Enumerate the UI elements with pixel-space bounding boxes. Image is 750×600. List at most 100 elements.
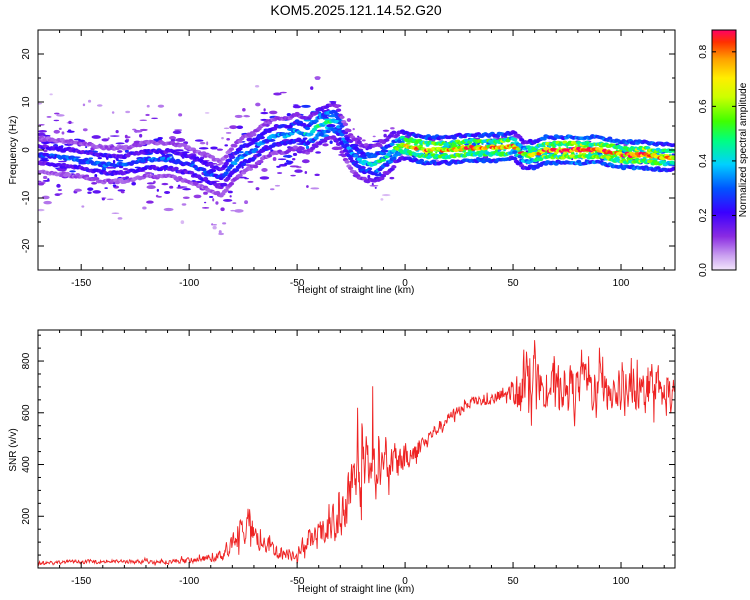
spectrogram-cell	[163, 207, 174, 212]
spectrogram-x-tick-label: 50	[507, 278, 519, 289]
spectrogram-cell	[346, 153, 352, 158]
spectrogram-cell	[203, 201, 207, 204]
spectrogram-cell	[452, 145, 456, 148]
spectrogram-cell	[306, 185, 309, 188]
spectrogram-cell	[229, 195, 232, 198]
spectrogram-y-tick-label: 0	[21, 147, 32, 153]
spectrogram-cell	[74, 188, 82, 192]
spectrogram-cell	[381, 194, 391, 197]
spectrogram-cell	[212, 225, 217, 230]
spectrogram-cell	[226, 137, 231, 141]
colorbar-tick-label: 0.2	[698, 208, 709, 222]
spectrogram-cell	[246, 137, 253, 142]
spectrogram-cell	[380, 148, 387, 153]
colorbar: 0.0 0.2 0.4 0.6 0.8 Normalized spectral ampl…	[698, 29, 749, 277]
spectrogram-cell	[236, 125, 244, 129]
spectrogram-cell	[289, 165, 300, 168]
spectrogram-cell	[223, 171, 229, 175]
spectrogram-cell	[256, 152, 262, 157]
spectrogram-cell	[310, 187, 320, 190]
spectrogram-cell	[232, 161, 238, 166]
spectrogram-cell	[247, 167, 254, 171]
spectrogram-cell	[81, 205, 85, 208]
spectrogram-cell	[258, 159, 264, 164]
spectrogram-cell	[156, 188, 159, 192]
spectrogram-cell	[146, 200, 154, 204]
spectrogram-cell	[517, 154, 523, 159]
spectrogram-cell	[43, 200, 52, 205]
spectrogram-cell	[656, 152, 660, 156]
snr-x-tick-label: -150	[71, 576, 91, 587]
spectrogram-cell	[68, 120, 72, 125]
spectrogram-cell	[254, 85, 260, 88]
spectrogram-cell	[38, 123, 45, 126]
spectrogram-cell	[477, 153, 483, 158]
spectrogram-cell	[272, 157, 277, 161]
spectrogram-cell	[92, 190, 102, 194]
spectrogram-cell	[54, 193, 61, 196]
colorbar-tick-label: 0.6	[698, 99, 709, 113]
spectrogram-cell	[38, 130, 47, 133]
spectrogram-cell	[255, 187, 260, 191]
spectrogram-cell	[39, 158, 50, 162]
spectrogram-x-label: Height of straight line (km)	[298, 285, 415, 296]
spectrogram-cell	[575, 152, 578, 155]
spectrogram-cell	[435, 151, 438, 154]
spectrogram-cell	[229, 125, 238, 130]
spectrogram-cell	[221, 182, 228, 187]
spectrogram-cell	[519, 138, 525, 142]
spectrogram-cell	[372, 135, 376, 138]
spectrogram-cell	[292, 105, 302, 109]
spectrogram-cell	[276, 165, 281, 168]
spectrogram-cell	[342, 148, 349, 153]
spectrogram-cell	[139, 119, 148, 122]
spectrogram-cell	[380, 198, 384, 201]
spectrogram-cell	[386, 152, 392, 157]
spectrogram-cell	[168, 136, 177, 140]
spectrogram-cell	[209, 155, 216, 159]
spectrogram-cell	[96, 104, 103, 107]
spectrogram-cell	[153, 180, 156, 184]
spectrogram-cell	[263, 108, 266, 112]
spectrogram-cell	[173, 166, 179, 171]
spectrogram-cell	[91, 182, 98, 185]
spectrogram-cell	[49, 93, 53, 96]
spectrogram-cell	[237, 139, 243, 144]
spectrogram-cell	[87, 191, 92, 194]
spectrogram-cell	[172, 130, 182, 134]
spectrogram-cell	[548, 145, 552, 148]
snr-x-tick-label: 50	[507, 576, 519, 587]
spectrogram-cell	[389, 142, 395, 147]
spectrogram-cell	[361, 139, 366, 142]
spectrogram-cell	[527, 138, 533, 143]
spectrogram-cell	[227, 190, 233, 194]
spectrogram-cell	[117, 159, 124, 162]
spectrogram-cell	[193, 194, 202, 199]
spectrogram-cell	[178, 113, 183, 117]
spectrogram-cell	[348, 166, 354, 171]
spectrogram-cell	[273, 92, 282, 96]
spectrogram-cell	[322, 143, 329, 147]
spectrogram-cell	[216, 148, 224, 151]
spectrogram-cell	[175, 138, 186, 142]
spectrogram-cell	[56, 183, 61, 188]
snr-y-tick-label: 200	[21, 507, 32, 524]
spectrogram-cell	[164, 190, 171, 194]
spectrogram-x-ticks: -150 -100 -50 0 50 100	[37, 30, 665, 289]
spectrogram-cell	[66, 130, 75, 133]
spectrogram-y-tick-label: 10	[21, 96, 32, 108]
spectrogram-cell	[38, 102, 43, 105]
spectrogram-cell	[198, 147, 209, 150]
spectrogram-cell	[47, 178, 50, 181]
spectrogram-cell	[313, 136, 319, 140]
spectrogram-cell	[182, 188, 191, 191]
spectrogram-cell	[139, 133, 143, 138]
spectrogram-cell	[38, 132, 46, 137]
spectrogram-cell	[277, 158, 287, 161]
spectrogram-cell	[174, 129, 183, 131]
spectrogram-cell	[607, 136, 613, 141]
snr-x-tick-label: 0	[402, 576, 408, 587]
spectrogram-cell	[346, 128, 352, 133]
figure-title: KOM5.2025.121.14.52.G20	[270, 2, 441, 18]
spectrogram-cell	[115, 129, 119, 134]
